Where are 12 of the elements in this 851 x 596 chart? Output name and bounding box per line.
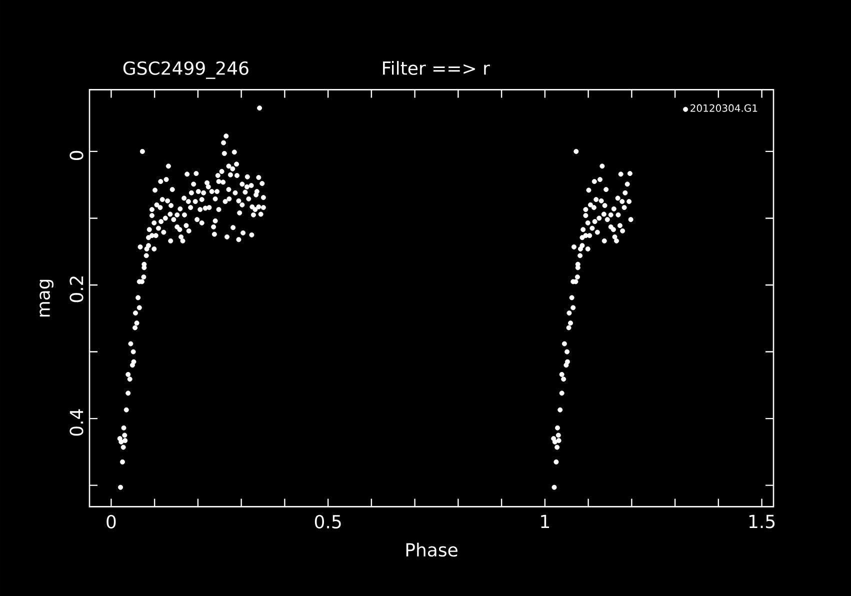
chart-title: GSC2499_246 (123, 61, 248, 79)
x-tick-label: 1.5 (749, 514, 775, 528)
x-tick-label: 1 (541, 514, 549, 528)
x-tick-label: 0 (106, 514, 116, 528)
y-tick-label: 0 (70, 150, 84, 160)
y-tick-label: 0.4 (70, 409, 84, 436)
x-tick-label: 0.5 (314, 514, 341, 528)
chart-subtitle: Filter ==> r (383, 61, 490, 75)
y-axis-title: mag (40, 280, 54, 317)
legend-label: 20120304.G1 (690, 104, 758, 112)
x-axis-title: Phase (406, 542, 458, 557)
y-tick-label: 0.2 (70, 276, 84, 302)
